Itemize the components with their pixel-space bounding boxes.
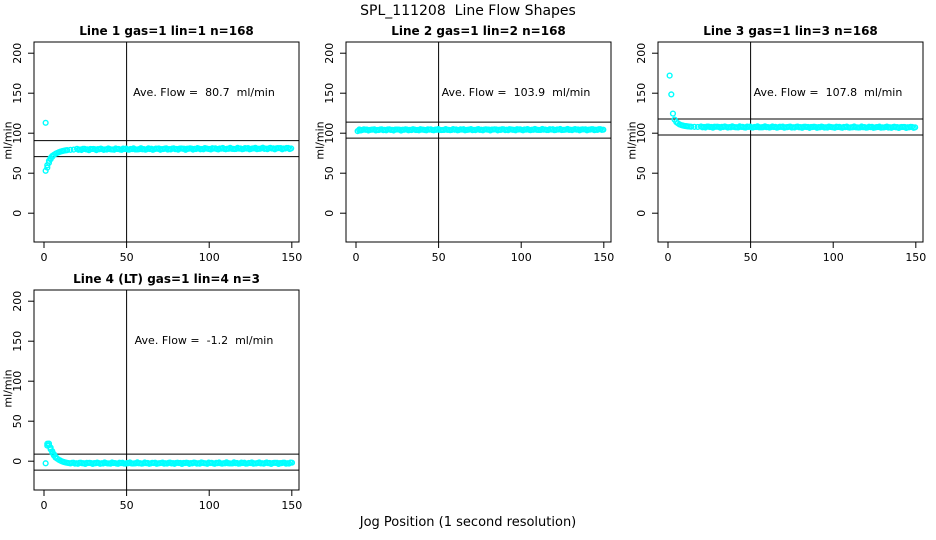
svg-text:200: 200	[11, 291, 24, 312]
svg-text:150: 150	[11, 83, 24, 104]
svg-text:150: 150	[11, 331, 24, 352]
svg-text:100: 100	[511, 251, 532, 264]
svg-text:100: 100	[635, 123, 648, 144]
svg-text:150: 150	[593, 251, 614, 264]
svg-text:150: 150	[281, 499, 302, 512]
svg-text:150: 150	[281, 251, 302, 264]
line-3-title: Line 3 gas=1 lin=3 n=168	[703, 24, 878, 38]
panel-line-2: 0 50 100 150 0 50 100 150 200 Line 2 gas=1 lin=2…	[312, 18, 624, 268]
svg-text:0: 0	[11, 210, 24, 217]
svg-text:100: 100	[11, 371, 24, 392]
svg-text:50: 50	[635, 166, 648, 180]
svg-text:0: 0	[352, 251, 359, 264]
line-1-y-axis-label: ml/min	[1, 121, 15, 160]
svg-text:0: 0	[40, 251, 47, 264]
panel-line-3: 0 50 100 150 0 50 100 150 200 Line 3 gas=1 lin=3…	[624, 18, 936, 268]
svg-text:100: 100	[823, 251, 844, 264]
svg-text:150: 150	[635, 83, 648, 104]
line-3-y-axis-label: ml/min	[625, 121, 639, 160]
svg-text:0: 0	[323, 210, 336, 217]
plot-title: SPL_111208 Line Flow Shapes	[360, 3, 576, 19]
line-4-title: Line 4 (LT) gas=1 lin=4 n=3	[73, 272, 260, 286]
line-1-title: Line 1 gas=1 lin=1 n=168	[79, 24, 254, 38]
svg-text:200: 200	[11, 43, 24, 64]
svg-text:50: 50	[11, 414, 24, 428]
svg-text:0: 0	[664, 251, 671, 264]
svg-text:50: 50	[432, 251, 446, 264]
svg-text:50: 50	[744, 251, 758, 264]
svg-text:0: 0	[40, 499, 47, 512]
svg-text:100: 100	[199, 499, 220, 512]
svg-text:150: 150	[905, 251, 926, 264]
svg-text:100: 100	[11, 123, 24, 144]
line-2-title: Line 2 gas=1 lin=2 n=168	[391, 24, 566, 38]
svg-text:100: 100	[323, 123, 336, 144]
line-2-y-axis-label: ml/min	[313, 121, 327, 160]
panel-line-4: 0 50 100 150 0 50 100 150 200 Line 4 (LT) gas=1 …	[0, 266, 312, 516]
svg-text:0: 0	[635, 210, 648, 217]
svg-text:200: 200	[635, 43, 648, 64]
line-2-scatter-plot: 0 50 100 150 0 50 100 150 200	[323, 41, 614, 264]
svg-text:150: 150	[323, 83, 336, 104]
svg-text:0: 0	[11, 458, 24, 465]
svg-text:50: 50	[11, 166, 24, 180]
line-4-scatter-plot: 0 50 100 150 0 50 100 150 200	[11, 289, 302, 512]
line-1-scatter-plot: 0 50 100 150 0 50 100 150 200	[11, 41, 302, 264]
line-2-ave-flow-annotation: Ave. Flow = 103.9 ml/min	[441, 86, 591, 99]
svg-text:50: 50	[120, 499, 134, 512]
line-3-scatter-plot: 0 50 100 150 0 50 100 150 200	[635, 41, 926, 264]
panel-line-1: 0 50 100 150 0 50 100 150 200 Line 1 gas=1 lin=1…	[0, 18, 312, 268]
svg-text:50: 50	[120, 251, 134, 264]
line-4-y-axis-label: ml/min	[1, 369, 15, 408]
svg-text:100: 100	[199, 251, 220, 264]
svg-text:200: 200	[323, 43, 336, 64]
line-3-ave-flow-annotation: Ave. Flow = 107.8 ml/min	[753, 86, 903, 99]
line-1-ave-flow-annotation: Ave. Flow = 80.7 ml/min	[133, 86, 275, 99]
line-4-ave-flow-annotation: Ave. Flow = -1.2 ml/min	[134, 334, 274, 347]
x-axis-label: Jog Position (1 second resolution)	[359, 515, 577, 530]
svg-text:50: 50	[323, 166, 336, 180]
